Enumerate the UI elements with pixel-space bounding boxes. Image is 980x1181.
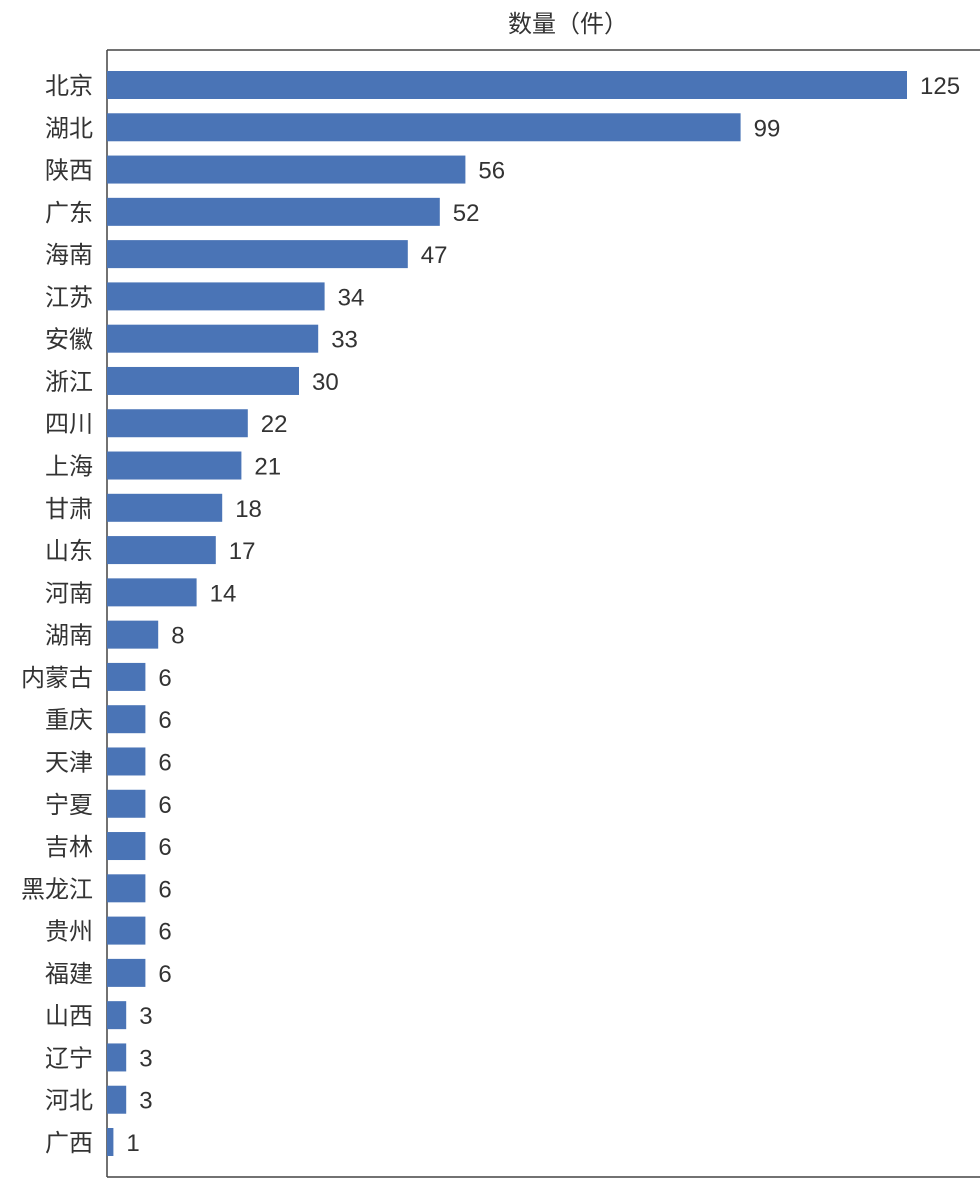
- bar: [107, 1128, 114, 1156]
- bar: [107, 240, 408, 269]
- bar: [107, 113, 741, 142]
- bar: [107, 916, 146, 945]
- bar: [107, 324, 319, 353]
- value-label: 6: [158, 919, 171, 946]
- category-label: 陕西: [45, 157, 93, 185]
- bar: [107, 662, 146, 691]
- value-label: 125: [920, 73, 960, 100]
- category-label: 内蒙古: [21, 664, 93, 692]
- bar: [107, 832, 146, 861]
- category-label: 四川: [45, 410, 93, 438]
- bar: [107, 155, 466, 184]
- value-label: 21: [254, 454, 281, 481]
- value-label: 14: [210, 580, 237, 607]
- value-label: 99: [754, 115, 781, 142]
- category-label: 山东: [45, 537, 93, 565]
- category-label: 安徽: [45, 326, 93, 354]
- bar: [107, 536, 216, 565]
- category-label: 山西: [45, 1002, 93, 1030]
- value-label: 22: [261, 411, 288, 438]
- category-label: 河北: [45, 1087, 93, 1115]
- bar: [107, 71, 907, 99]
- bar: [107, 705, 146, 734]
- bar: [107, 366, 299, 395]
- category-label: 江苏: [45, 283, 93, 311]
- bar: [107, 1085, 127, 1114]
- bar: [107, 197, 440, 226]
- category-label: 湖南: [45, 622, 93, 650]
- value-label: 6: [158, 792, 171, 819]
- category-label: 甘肃: [45, 495, 93, 523]
- category-label: 浙江: [45, 368, 93, 396]
- value-label: 3: [139, 1045, 152, 1072]
- value-label: 33: [331, 327, 358, 354]
- category-label: 广西: [45, 1129, 93, 1157]
- value-label: 17: [229, 538, 256, 565]
- bar: [107, 1001, 127, 1030]
- value-label: 47: [421, 242, 448, 269]
- category-label: 广东: [45, 199, 93, 227]
- value-label: 6: [158, 834, 171, 861]
- value-label: 56: [478, 158, 505, 185]
- category-label: 天津: [45, 748, 93, 776]
- value-label: 3: [139, 1088, 152, 1115]
- bar: [107, 282, 325, 311]
- category-label: 黑龙江: [21, 875, 93, 903]
- value-label: 6: [158, 749, 171, 776]
- category-label: 海南: [45, 241, 93, 269]
- category-label: 吉林: [45, 833, 93, 861]
- value-label: 6: [158, 665, 171, 692]
- chart-title: 数量（件）: [508, 10, 628, 38]
- bar: [107, 493, 223, 522]
- bar: [107, 578, 197, 607]
- category-label: 湖北: [45, 114, 93, 142]
- value-label: 1: [126, 1130, 139, 1157]
- category-label: 辽宁: [45, 1044, 93, 1072]
- category-label: 上海: [45, 453, 93, 481]
- category-label: 重庆: [45, 706, 93, 734]
- bar: [107, 620, 159, 649]
- value-label: 18: [235, 496, 262, 523]
- bar: [107, 451, 242, 480]
- value-label: 3: [139, 1003, 152, 1030]
- bar: [107, 874, 146, 903]
- bar: [107, 409, 248, 438]
- value-label: 6: [158, 876, 171, 903]
- bar: [107, 789, 146, 818]
- category-label: 福建: [45, 960, 93, 988]
- bar: [107, 1043, 127, 1072]
- category-label: 北京: [45, 72, 93, 100]
- value-label: 8: [171, 623, 184, 650]
- bar: [107, 958, 146, 987]
- category-label: 贵州: [45, 918, 93, 946]
- value-label: 6: [158, 707, 171, 734]
- value-label: 30: [312, 369, 339, 396]
- category-label: 河南: [45, 579, 93, 607]
- value-label: 6: [158, 961, 171, 988]
- category-label: 宁夏: [45, 791, 93, 819]
- bar: [107, 747, 146, 776]
- value-label: 34: [338, 284, 365, 311]
- value-label: 52: [453, 200, 480, 227]
